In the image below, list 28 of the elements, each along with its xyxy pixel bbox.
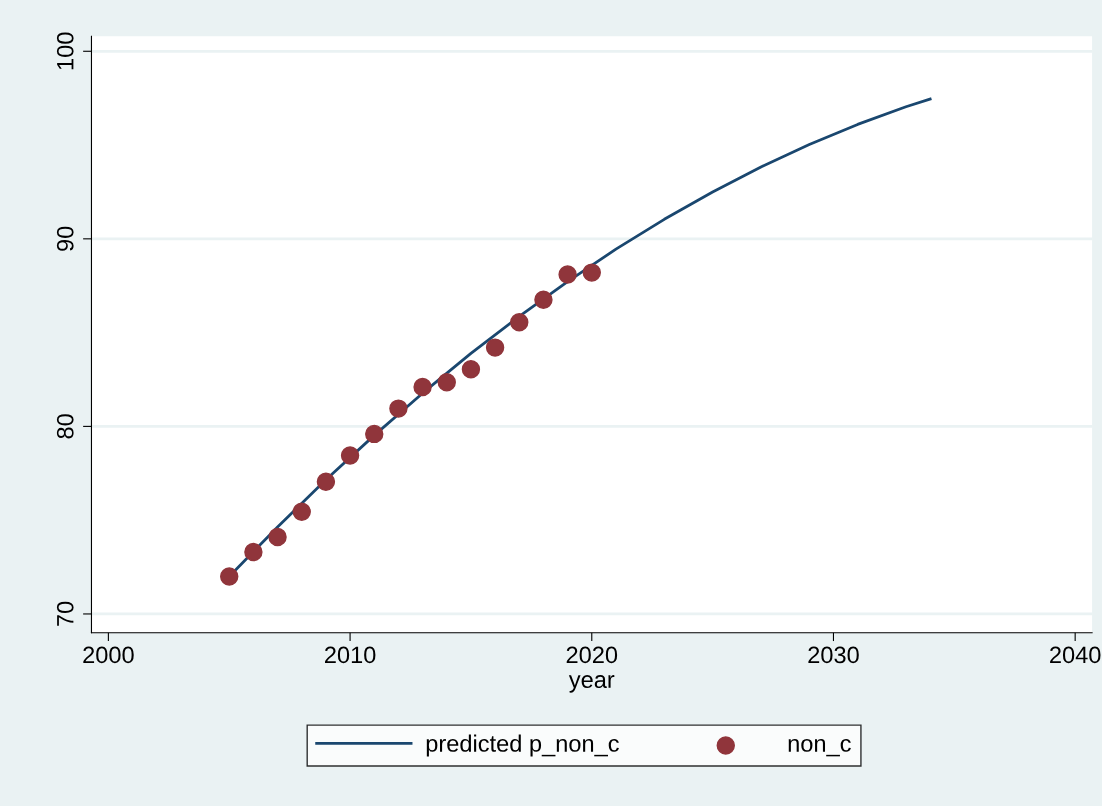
x-tick-label: 2040 bbox=[1050, 646, 1101, 664]
x-tick-label: 2010 bbox=[325, 646, 376, 664]
point bbox=[510, 313, 529, 332]
point bbox=[558, 265, 577, 284]
point bbox=[220, 567, 239, 586]
point bbox=[485, 338, 505, 357]
point bbox=[244, 542, 263, 562]
x-tick-label: 2000 bbox=[83, 646, 134, 664]
point bbox=[461, 359, 481, 379]
point bbox=[340, 446, 360, 465]
point bbox=[365, 424, 384, 444]
y-tick-label: 100 bbox=[56, 32, 74, 70]
point bbox=[389, 399, 408, 418]
legend-label: non_c bbox=[788, 738, 851, 757]
point bbox=[292, 502, 311, 521]
point bbox=[413, 377, 432, 397]
y-tick-label: 80 bbox=[56, 414, 74, 439]
point bbox=[268, 527, 287, 547]
y-tick-label: 70 bbox=[56, 601, 74, 626]
x-tick-label: 2020 bbox=[566, 646, 618, 664]
legend-label: predicted p_non_c bbox=[426, 734, 619, 757]
point bbox=[534, 290, 553, 309]
y-tick-label: 90 bbox=[56, 226, 74, 251]
point bbox=[316, 472, 336, 491]
point bbox=[582, 263, 601, 282]
x-axis-title: year bbox=[568, 675, 615, 693]
x-tick-label: 2030 bbox=[808, 646, 859, 664]
point bbox=[437, 373, 456, 392]
